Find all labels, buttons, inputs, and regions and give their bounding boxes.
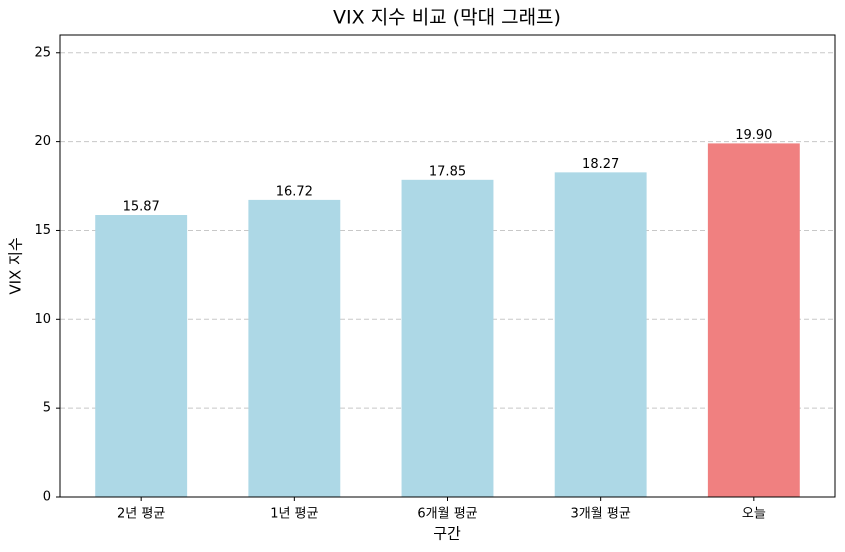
- value-label: 17.85: [429, 164, 466, 179]
- y-tick-label: 0: [43, 490, 51, 505]
- value-label: 15.87: [123, 200, 160, 215]
- x-tick-label: 1년 평균: [270, 507, 318, 522]
- x-axis-label: 구간: [433, 525, 461, 543]
- value-label: 19.90: [735, 128, 772, 143]
- y-tick-label: 20: [34, 134, 51, 149]
- y-axis-label: VIX 지수: [7, 237, 25, 294]
- bar: [554, 172, 647, 498]
- x-tick-label: 2년 평균: [117, 507, 165, 522]
- chart-title: VIX 지수 비교 (막대 그래프): [333, 7, 561, 29]
- x-tick-label: 3개월 평균: [571, 507, 631, 522]
- bar: [95, 215, 188, 497]
- bar: [707, 143, 800, 497]
- bar: [401, 179, 494, 498]
- y-tick-label: 25: [34, 45, 51, 60]
- y-tick-label: 15: [34, 223, 51, 238]
- y-tick-label: 5: [43, 401, 51, 416]
- plot-frame: [59, 34, 836, 498]
- x-tick-label: 오늘: [742, 507, 766, 522]
- x-tick-label: 6개월 평균: [417, 507, 477, 522]
- bar: [248, 199, 341, 497]
- value-label: 16.72: [276, 184, 313, 199]
- y-tick-label: 10: [34, 312, 51, 327]
- value-label: 18.27: [582, 157, 619, 172]
